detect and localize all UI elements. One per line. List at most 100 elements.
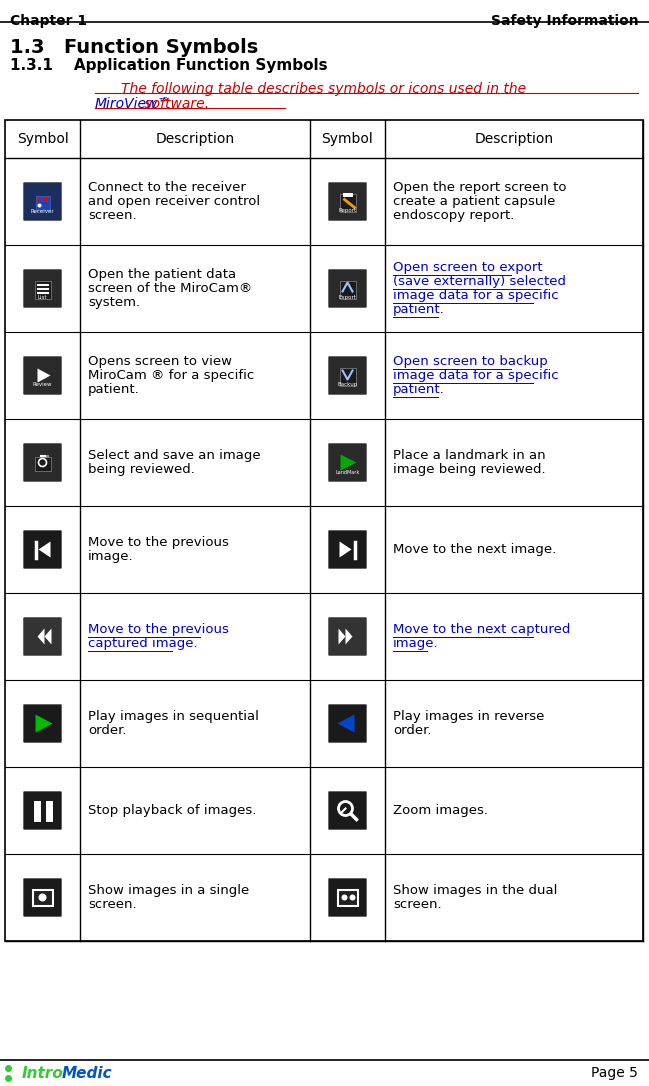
FancyBboxPatch shape [23,269,62,307]
Text: patient.: patient. [393,383,445,396]
FancyBboxPatch shape [328,269,367,307]
Text: being reviewed.: being reviewed. [88,463,195,476]
Bar [337,889,358,906]
Polygon shape [38,629,45,644]
Text: 1.3.1    Application Function Symbols: 1.3.1 Application Function Symbols [10,58,328,73]
Bar [343,192,352,197]
Circle shape [341,895,347,900]
Polygon shape [36,715,53,732]
Text: Receiver: Receiver [31,209,55,214]
Text: Description: Description [156,132,234,146]
Text: MiroView™: MiroView™ [95,97,172,111]
Text: patient.: patient. [393,303,445,316]
Text: Show images in the dual: Show images in the dual [393,884,557,897]
Text: software.: software. [140,97,209,111]
Bar [34,456,51,470]
FancyBboxPatch shape [23,530,62,568]
FancyBboxPatch shape [328,879,367,917]
Text: Medic: Medic [62,1065,113,1081]
Text: Opens screen to view: Opens screen to view [88,355,232,368]
Polygon shape [38,368,51,382]
Text: screen.: screen. [88,898,137,911]
Text: image.: image. [88,550,134,563]
Text: Move to the next captured: Move to the next captured [393,623,570,636]
Text: Play images in reverse: Play images in reverse [393,710,545,723]
Text: Play images in sequential: Play images in sequential [88,710,259,723]
FancyBboxPatch shape [23,879,62,917]
FancyBboxPatch shape [328,705,367,743]
Bar [339,280,356,299]
Bar [45,455,49,457]
FancyBboxPatch shape [23,705,62,743]
Circle shape [38,894,47,901]
Text: Report: Report [338,207,356,213]
Text: MiroCam ® for a specific: MiroCam ® for a specific [88,369,254,382]
Text: Symbol: Symbol [322,132,373,146]
Text: image.: image. [393,637,439,651]
Text: Open screen to backup: Open screen to backup [393,355,548,368]
Text: create a patient capsule: create a patient capsule [393,195,556,209]
Text: List: List [38,294,47,300]
Text: endoscopy report.: endoscopy report. [393,209,515,222]
Text: image being reviewed.: image being reviewed. [393,463,546,476]
Text: Show images in a single: Show images in a single [88,884,249,897]
FancyBboxPatch shape [328,618,367,656]
FancyBboxPatch shape [328,443,367,481]
Polygon shape [45,629,51,644]
Text: Open the patient data: Open the patient data [88,268,236,281]
Text: order.: order. [393,724,432,737]
Polygon shape [337,715,354,732]
Circle shape [350,895,356,900]
Polygon shape [341,455,356,470]
FancyBboxPatch shape [328,356,367,394]
Text: (save externally) selected: (save externally) selected [393,275,566,288]
Text: Symbol: Symbol [17,132,68,146]
Text: order.: order. [88,724,127,737]
Text: Page 5: Page 5 [591,1066,638,1079]
Bar [339,193,356,212]
Text: 1.3 Function Symbols: 1.3 Function Symbols [10,38,258,56]
Text: Chapter 1: Chapter 1 [10,14,87,28]
FancyBboxPatch shape [23,618,62,656]
FancyBboxPatch shape [23,182,62,220]
Bar [339,367,356,386]
Polygon shape [38,542,51,557]
Text: Review: Review [32,381,53,387]
Bar [36,195,49,210]
Bar [34,191,51,212]
FancyBboxPatch shape [23,356,62,394]
Text: image data for a specific: image data for a specific [393,289,559,302]
Text: LandMark: LandMark [336,469,360,475]
Text: screen.: screen. [88,209,137,222]
Text: screen of the MiroCam®: screen of the MiroCam® [88,282,252,295]
FancyBboxPatch shape [328,182,367,220]
FancyBboxPatch shape [23,443,62,481]
Text: Description: Description [474,132,554,146]
Text: Select and save an image: Select and save an image [88,449,261,462]
Text: image data for a specific: image data for a specific [393,369,559,382]
Text: Move to the previous: Move to the previous [88,623,229,636]
FancyBboxPatch shape [23,792,62,830]
Text: Zoom images.: Zoom images. [393,804,488,817]
Polygon shape [339,629,345,644]
Text: Open the report screen to: Open the report screen to [393,181,567,194]
Text: and open receiver control: and open receiver control [88,195,260,209]
Text: PBL: PBL [35,197,50,202]
Text: Export: Export [339,294,356,300]
Text: The following table describes symbols or icons used in the: The following table describes symbols or… [121,83,526,96]
Bar [32,889,53,906]
Text: Intro: Intro [22,1065,64,1081]
Text: Connect to the receiver: Connect to the receiver [88,181,246,194]
FancyBboxPatch shape [328,530,367,568]
FancyBboxPatch shape [328,792,367,830]
Text: Backup: Backup [337,381,358,387]
Circle shape [38,203,42,207]
Text: screen.: screen. [393,898,441,911]
Text: patient.: patient. [88,383,140,396]
Polygon shape [345,629,352,644]
Text: system.: system. [88,296,140,310]
Bar [5,119,643,940]
Text: Move to the previous: Move to the previous [88,536,229,550]
Text: Stop playback of images.: Stop playback of images. [88,804,256,817]
Bar [34,280,51,299]
